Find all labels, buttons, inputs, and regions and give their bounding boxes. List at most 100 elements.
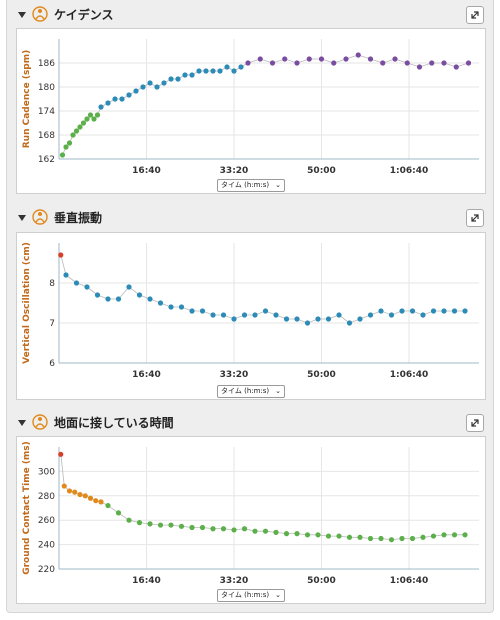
data-point (126, 284, 132, 290)
data-point (241, 312, 248, 318)
x-axis-select[interactable]: タイム (h:m:s) ⌄ (217, 589, 285, 602)
panel-header-ground-contact-time[interactable]: 地面に接している時間 (12, 412, 486, 436)
data-point (61, 483, 67, 489)
expand-icon[interactable] (466, 414, 484, 432)
data-point (429, 60, 435, 66)
y-tick-label: 7 (49, 319, 55, 329)
data-point (119, 96, 125, 102)
data-point (273, 312, 279, 318)
data-point (63, 272, 69, 278)
data-point (441, 532, 447, 538)
data-point (112, 96, 118, 102)
data-point (241, 526, 248, 532)
data-point (252, 528, 258, 534)
data-point (231, 527, 237, 533)
data-point (357, 316, 363, 322)
data-point (367, 312, 374, 318)
data-point (66, 488, 73, 494)
collapse-triangle-icon[interactable] (18, 215, 26, 221)
x-tick-label: 33:20 (220, 166, 249, 176)
data-point (87, 112, 94, 118)
data-point (84, 116, 90, 122)
data-point (161, 80, 167, 86)
series-line (60, 254, 465, 324)
data-point (453, 64, 459, 70)
data-point (306, 56, 312, 62)
data-point (399, 535, 405, 542)
data-point (388, 537, 395, 543)
data-point (231, 68, 237, 74)
data-point (189, 308, 195, 314)
x-axis-select[interactable]: タイム (h:m:s) ⌄ (217, 179, 285, 192)
data-point (140, 84, 146, 90)
data-point (87, 495, 94, 501)
vertical-oscillation-plot: 6 7 8 16:40 33:20 50:00 1:06:40 Vertical Oscill… (22, 242, 479, 380)
collapse-triangle-icon[interactable] (18, 420, 26, 426)
runner-icon (32, 6, 48, 22)
y-tick-label: 180 (38, 83, 55, 93)
ground-contact-time-chart: 220 240 260 280 300 16:40 33:20 50:00 1:06:40 Gro… (16, 436, 486, 604)
x-tick-label: 50:00 (307, 576, 336, 586)
collapse-triangle-icon[interactable] (18, 12, 26, 18)
data-point (178, 523, 185, 529)
x-tick-label: 1:06:40 (390, 370, 429, 380)
data-point (59, 152, 66, 158)
cadence-plot: 162 168 174 180 186 16:40 33:20 50:00 1:06:40 Run… (22, 39, 479, 176)
data-point (98, 499, 104, 505)
data-point (147, 521, 153, 527)
data-point (72, 489, 78, 495)
data-point (210, 68, 216, 74)
data-point (70, 132, 76, 138)
data-point (257, 56, 263, 62)
y-tick-label: 174 (38, 107, 55, 117)
data-point (126, 92, 132, 98)
data-point (84, 284, 90, 290)
expand-icon[interactable] (466, 6, 484, 24)
data-point (420, 312, 426, 318)
y-tick-label: 280 (38, 492, 55, 502)
data-point (441, 308, 447, 314)
data-point (465, 60, 472, 66)
data-point (331, 60, 337, 66)
data-point (154, 84, 160, 90)
data-point (273, 529, 279, 535)
y-axis-label: Ground Contact Time (ms) (22, 441, 32, 575)
y-axis-label: Run Cadence (spm) (22, 50, 32, 149)
data-point (203, 68, 209, 74)
y-tick-label: 260 (38, 516, 55, 526)
data-point (157, 522, 164, 528)
data-point (105, 296, 111, 302)
data-point (147, 296, 153, 302)
data-point (168, 522, 174, 528)
data-point (115, 296, 122, 302)
data-point (196, 68, 202, 74)
x-axis-select[interactable]: タイム (h:m:s) ⌄ (217, 385, 285, 398)
x-axis-select-label: タイム (h:m:s) (221, 387, 270, 395)
data-point (182, 72, 188, 78)
chevron-down-icon: ⌄ (275, 591, 281, 599)
expand-icon[interactable] (466, 209, 484, 227)
data-point (73, 280, 80, 286)
panel-header-cadence[interactable]: ケイデンス (12, 4, 486, 28)
data-point (355, 52, 361, 58)
panel-header-vertical-oscillation[interactable]: 垂直振動 (12, 207, 486, 231)
data-point (245, 60, 251, 66)
data-point (73, 128, 80, 134)
data-point (283, 531, 290, 537)
panel-title: 地面に接している時間 (54, 416, 174, 430)
data-point (98, 104, 104, 110)
x-tick-label: 1:06:40 (390, 576, 429, 586)
vertical-oscillation-chart: 6 7 8 16:40 33:20 50:00 1:06:40 Vertical Oscill… (16, 232, 486, 400)
data-point (105, 502, 111, 509)
data-point (367, 535, 374, 542)
data-point (58, 451, 64, 457)
data-point (404, 60, 410, 66)
data-point (318, 56, 325, 62)
data-point (189, 72, 195, 78)
data-point (105, 100, 111, 106)
data-point (58, 252, 64, 258)
chevron-down-icon: ⌄ (275, 181, 281, 189)
data-point (82, 493, 88, 499)
y-tick-label: 6 (49, 359, 55, 369)
data-point (133, 88, 139, 94)
